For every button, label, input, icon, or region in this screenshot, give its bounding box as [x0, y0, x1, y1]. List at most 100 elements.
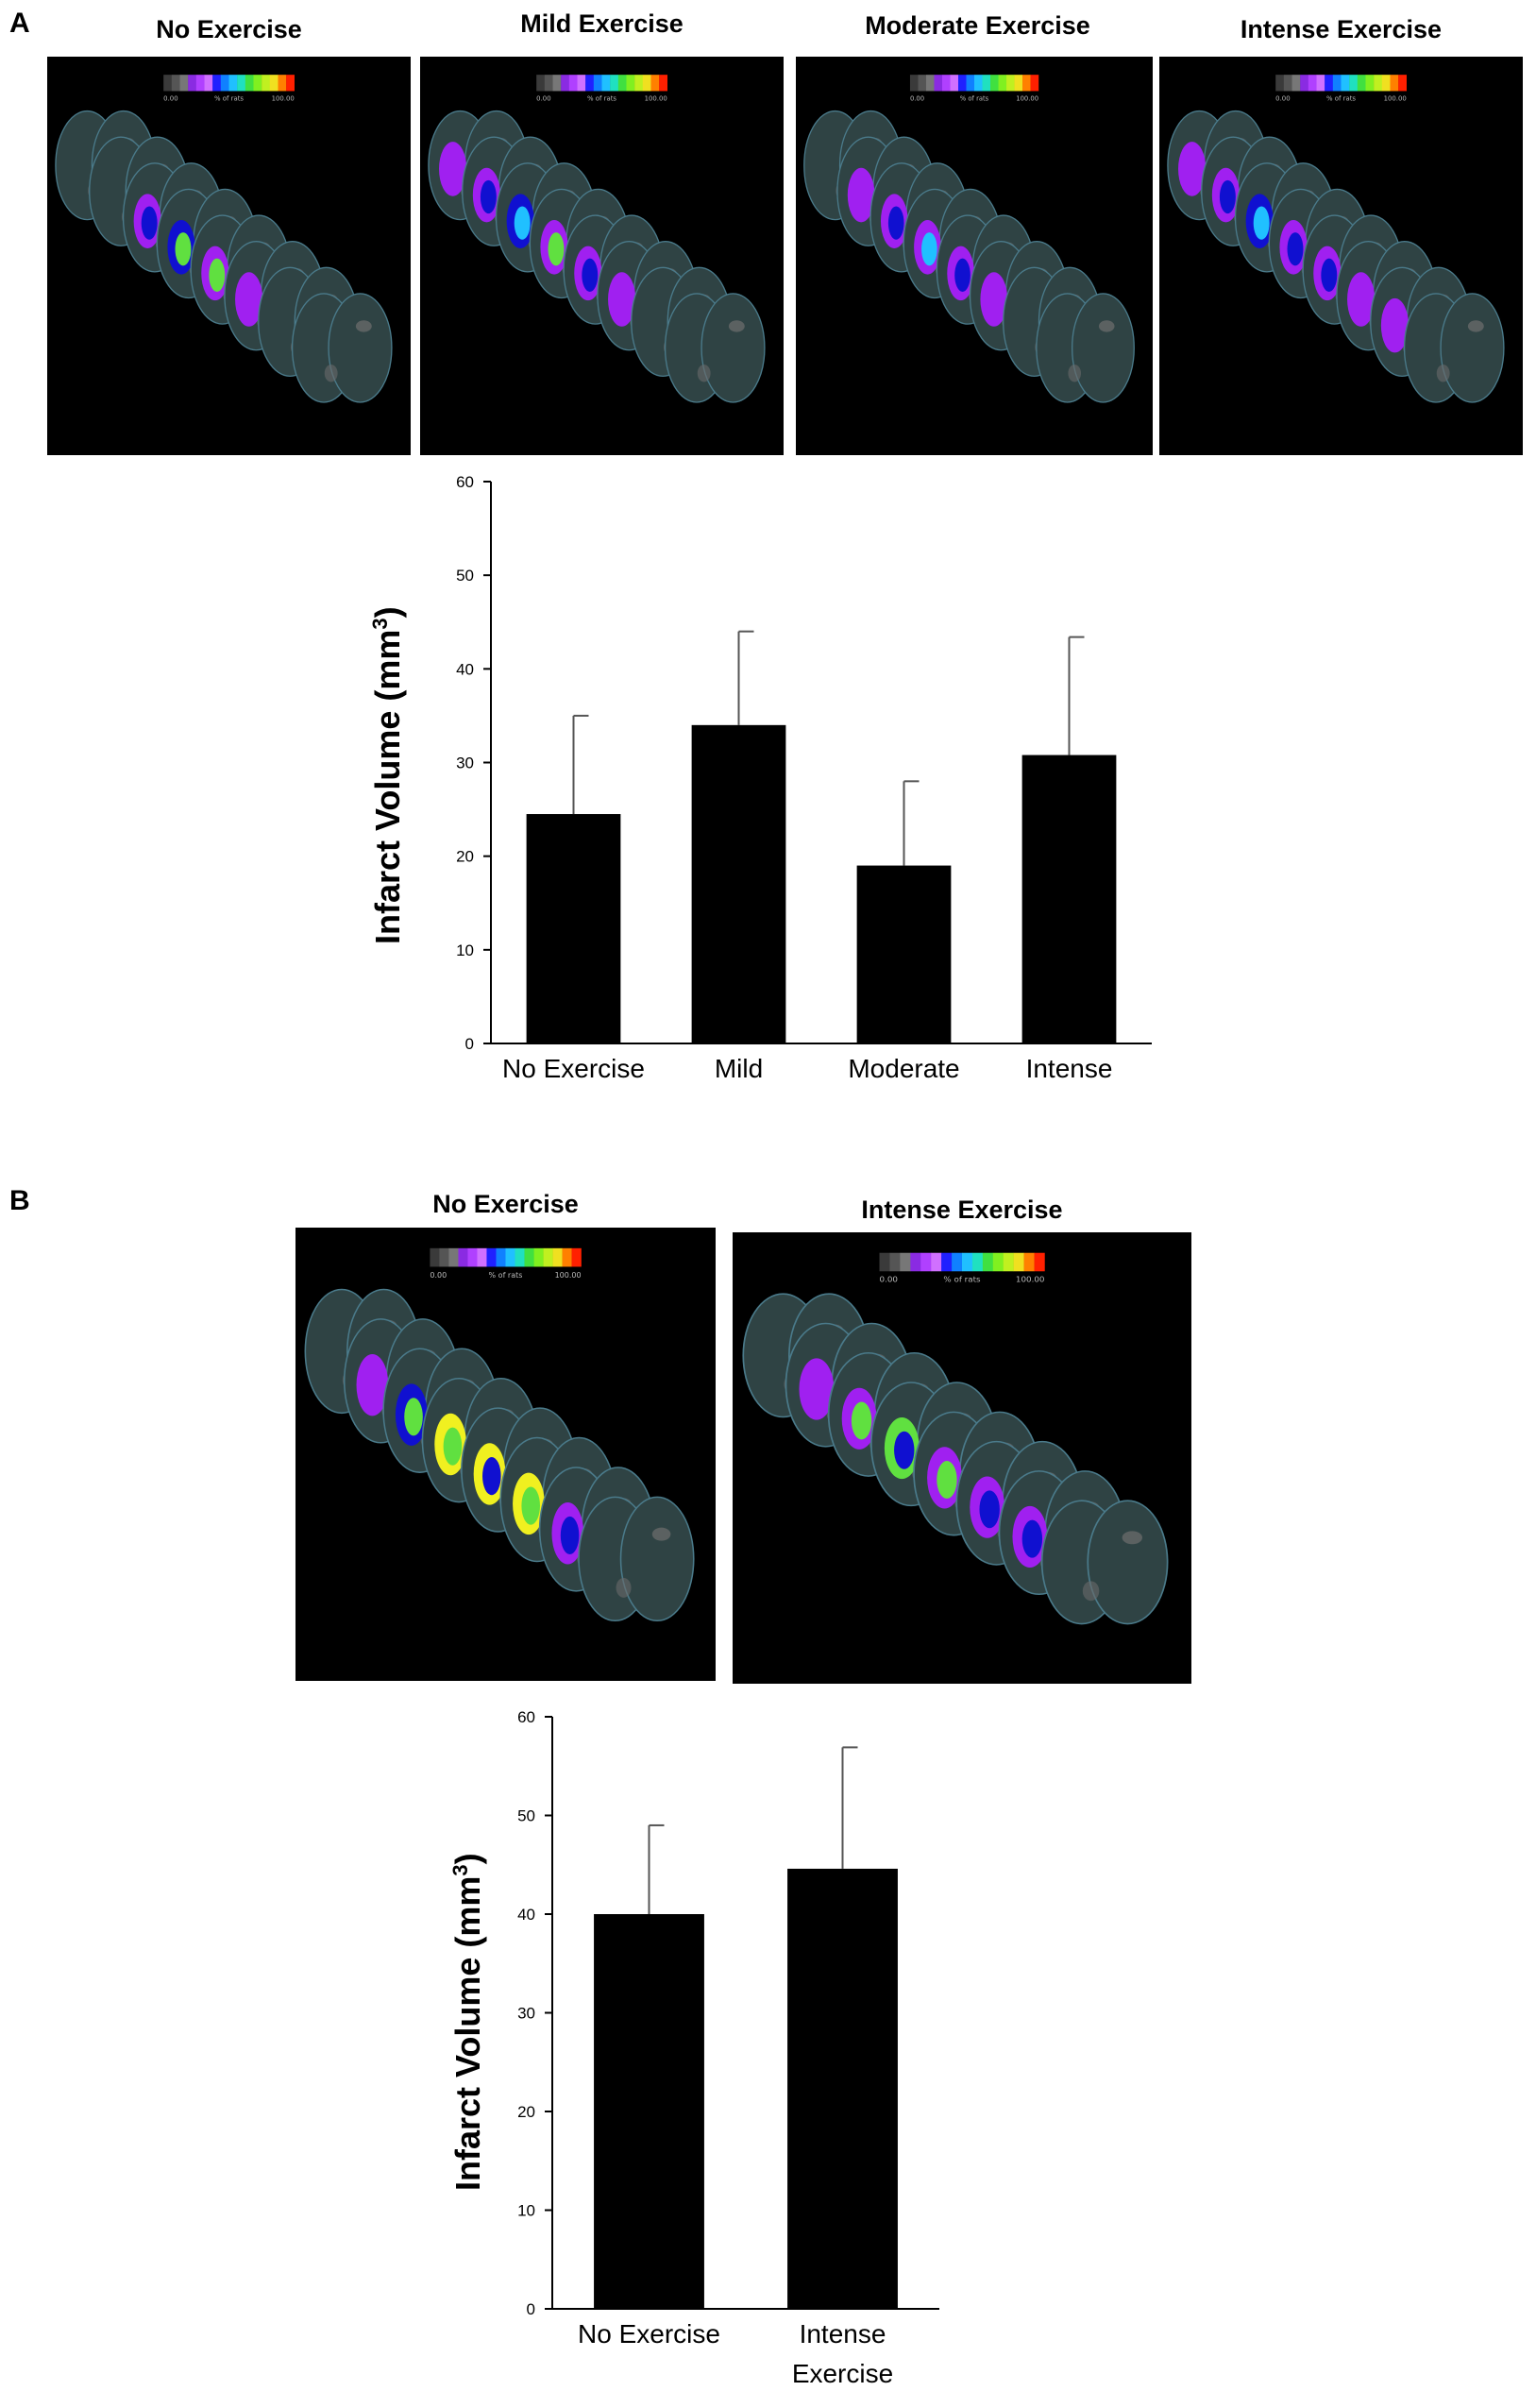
color-scale-mid-label: % of rats [214, 94, 244, 102]
infarct-core [521, 1486, 540, 1525]
color-scale-swatch [617, 75, 627, 92]
color-scale-max-label: 100.00 [1384, 94, 1407, 102]
color-scale-swatch [1006, 75, 1015, 92]
color-scale-swatch [286, 75, 295, 92]
brain-slice [1040, 1500, 1169, 1625]
infarct-core [979, 1490, 1000, 1529]
color-scale-max-label: 100.00 [272, 94, 295, 102]
brain-slice [291, 293, 393, 403]
color-scale-swatch [439, 1247, 449, 1267]
infarct-core [937, 1461, 957, 1500]
color-scale-swatch [195, 75, 205, 92]
color-scale-swatch [1283, 75, 1292, 92]
y-tick-label: 20 [517, 2103, 535, 2121]
y-tick-label: 30 [456, 755, 474, 772]
bar [594, 1914, 704, 2309]
x-tick-label: Mild [715, 1054, 763, 1083]
brain-slice [664, 293, 766, 403]
gray-patch [1068, 365, 1082, 382]
y-tick-label: 40 [456, 660, 474, 678]
color-scale-swatch [278, 75, 287, 92]
color-scale-swatch [237, 75, 246, 92]
x-tick-label: Exercise [792, 2359, 893, 2388]
infarct-core [480, 179, 497, 214]
color-scale [430, 1247, 582, 1267]
brain-slice [1036, 293, 1135, 403]
color-scale-swatch [934, 75, 943, 92]
color-scale-swatch [601, 75, 611, 92]
color-scale-mid-label: % of rats [489, 1271, 523, 1280]
y-tick-label: 50 [456, 567, 474, 585]
color-scale-swatch [552, 1247, 563, 1267]
color-scale-swatch [212, 75, 222, 92]
bar [1021, 755, 1117, 1043]
color-scale-mid-label: % of rats [587, 94, 616, 102]
color-scale-swatch [533, 1247, 544, 1267]
color-scale-swatch [544, 75, 553, 92]
infarct-core [560, 1516, 580, 1555]
color-scale-swatch [593, 75, 602, 92]
infarct-core [894, 1431, 915, 1469]
y-tick-label: 60 [456, 473, 474, 491]
gray-patch [728, 320, 745, 332]
color-scale-swatch [610, 75, 619, 92]
color-scale-swatch [879, 1252, 890, 1272]
image-title-mild-exercise: Mild Exercise [520, 9, 684, 38]
infarct-core [443, 1427, 463, 1466]
bar [787, 1868, 898, 2309]
y-tick-label: 50 [517, 1807, 535, 1825]
color-scale-swatch [467, 1247, 478, 1267]
color-scale-swatch [568, 75, 578, 92]
color-scale-mid-label: % of rats [960, 94, 989, 102]
color-scale-swatch [1034, 1252, 1045, 1272]
infarct-outer [608, 272, 636, 327]
color-scale-swatch [543, 1247, 553, 1267]
color-scale-swatch [889, 1252, 901, 1272]
color-scale-swatch [966, 75, 975, 92]
infarct-outer [980, 272, 1008, 327]
gray-patch [1436, 365, 1450, 382]
infarct-outer [1178, 142, 1207, 196]
color-scale-swatch [228, 75, 238, 92]
brain-slice-right [1440, 293, 1505, 403]
color-scale-swatch [571, 1247, 582, 1267]
color-scale-swatch [577, 75, 586, 92]
color-scale-max-label: 100.00 [1016, 1275, 1045, 1283]
color-scale-swatch [585, 75, 595, 92]
color-scale-swatch [253, 75, 262, 92]
y-tick-label: 10 [456, 941, 474, 959]
infarct-core [1287, 232, 1304, 266]
x-tick-label: No Exercise [502, 1054, 645, 1083]
color-scale-swatch [1390, 75, 1399, 92]
color-scale-swatch [1308, 75, 1317, 92]
infarct-core [175, 232, 192, 266]
gray-patch [1122, 1531, 1142, 1545]
color-scale-swatch [1003, 1252, 1014, 1272]
color-scale-swatch [982, 1252, 994, 1272]
panel-b-label: B [9, 1185, 30, 1216]
color-scale-swatch [962, 1252, 973, 1272]
color-scale-swatch [561, 75, 570, 92]
color-scale-swatch [1014, 75, 1023, 92]
color-scale-swatch [477, 1247, 487, 1267]
x-tick-label: Intense [1026, 1054, 1113, 1083]
color-scale-swatch [1300, 75, 1309, 92]
image-title-b-no-exercise: No Exercise [432, 1190, 579, 1218]
color-scale-swatch [486, 1247, 497, 1267]
color-scale-swatch [1332, 75, 1342, 92]
color-scale [1275, 75, 1407, 92]
infarct-core [141, 206, 158, 240]
color-scale-swatch [1341, 75, 1350, 92]
color-scale-swatch [1325, 75, 1334, 92]
color-scale-swatch [634, 75, 644, 92]
brain-map-b-no-exercise: 0.00 % of rats 100.00 [295, 1228, 716, 1681]
image-title-no-exercise: No Exercise [156, 15, 302, 43]
infarct-core [921, 232, 937, 266]
gray-patch [616, 1577, 632, 1598]
y-tick-label: 20 [456, 848, 474, 866]
brain-slice-right [1071, 293, 1135, 403]
color-scale-swatch [910, 1252, 921, 1272]
color-scale-swatch [626, 75, 635, 92]
brain-map-b-intense-exercise: 0.00 % of rats 100.00 [733, 1232, 1191, 1684]
